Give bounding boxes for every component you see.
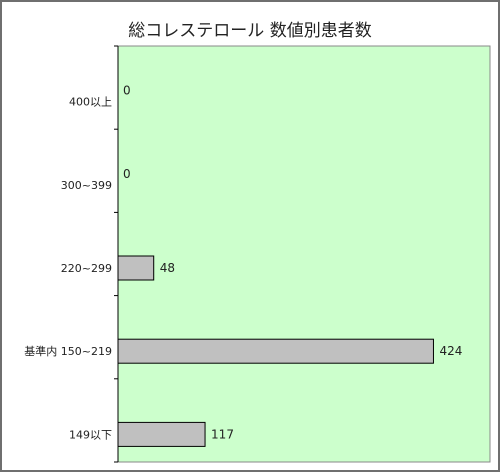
category-label: 220~299 — [61, 262, 112, 275]
chart-title: 総コレステロール 数値別患者数 — [128, 21, 372, 41]
plot-background — [117, 45, 491, 463]
data-label: 0 — [123, 167, 131, 181]
data-label: 424 — [439, 344, 462, 358]
bar — [117, 421, 206, 447]
category-label: 基準内 150~219 — [24, 344, 112, 358]
bar — [117, 255, 155, 281]
category-label: 149以下 — [69, 428, 112, 441]
data-label: 0 — [123, 84, 131, 98]
category-label: 400以上 — [69, 96, 112, 109]
category-label: 300~399 — [61, 179, 112, 192]
bar — [117, 338, 434, 364]
data-label: 48 — [160, 261, 175, 275]
data-label: 117 — [211, 427, 234, 441]
